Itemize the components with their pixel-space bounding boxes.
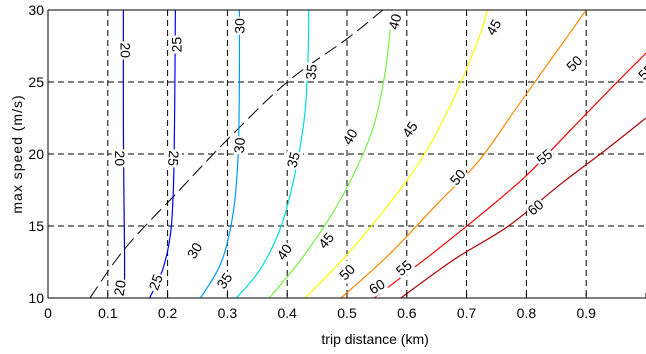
y-tick-label: 20 <box>28 146 44 162</box>
contour-label-bg <box>365 275 389 298</box>
y-tick-label: 10 <box>28 290 44 306</box>
contour-label-20: 20 <box>112 151 128 167</box>
contour-label-bg <box>532 144 557 169</box>
contour-label-25: 25 <box>169 37 185 53</box>
contour-label-bg <box>302 62 320 82</box>
x-tick-label: 0.4 <box>277 305 297 321</box>
contour-label-30: 30 <box>184 240 206 262</box>
contour-label-bg <box>183 238 206 263</box>
contour-label-bg <box>384 10 405 33</box>
x-tick-label: 0.3 <box>218 305 238 321</box>
contour-label-bg <box>482 15 505 40</box>
x-axis-label: trip distance (km) <box>321 331 428 347</box>
x-tick-label: 0.6 <box>397 305 417 321</box>
contour-label-30: 30 <box>231 137 248 154</box>
contour-label-bg <box>230 135 249 156</box>
contour-label-bg <box>338 124 362 149</box>
contour-line-25 <box>149 10 176 298</box>
contour-label-60: 60 <box>366 276 388 298</box>
contour-label-25: 25 <box>165 150 182 167</box>
contour-label-40: 40 <box>385 12 405 31</box>
x-tick-label: 0.7 <box>457 305 477 321</box>
contour-label-bg <box>164 148 183 168</box>
contour-line-40 <box>268 10 393 298</box>
contour-label-bg <box>523 195 548 220</box>
contour-label-bg <box>283 148 304 171</box>
contour-label-bg <box>391 255 416 280</box>
contour-line-30 <box>199 10 241 298</box>
y-tick-label: 15 <box>28 218 44 234</box>
contour-label-bg <box>212 268 237 293</box>
x-tick-label: 0.2 <box>158 305 178 321</box>
contour-label-20: 20 <box>118 43 134 59</box>
contour-label-30: 30 <box>231 18 247 34</box>
contour-label-bg <box>145 270 167 294</box>
contour-label-35: 35 <box>283 150 303 169</box>
contour-label-bg <box>633 59 646 84</box>
contour-line-50 <box>340 10 587 298</box>
contour-line-20 <box>122 10 126 298</box>
contour-label-bg <box>334 260 360 285</box>
x-tick-label: 0.1 <box>98 305 118 321</box>
x-tick-label: 0.9 <box>576 305 596 321</box>
contour-label-45: 45 <box>483 16 505 38</box>
x-tick-label: 0.5 <box>337 305 357 321</box>
boundary-curve <box>89 10 384 298</box>
contour-label-bg <box>445 165 470 190</box>
contour-label-40: 40 <box>339 126 361 148</box>
contour-label-55: 55 <box>635 61 646 83</box>
contour-label-bg <box>398 117 422 142</box>
y-tick-label: 30 <box>28 2 44 18</box>
contour-label-bg <box>110 277 130 299</box>
contour-label-35: 35 <box>302 63 319 80</box>
y-tick-label: 25 <box>28 74 44 90</box>
x-tick-label: 0.8 <box>517 305 537 321</box>
contour-label-bg <box>562 51 587 76</box>
contour-label-bg <box>272 239 296 264</box>
contour-line-55 <box>373 52 646 298</box>
contour-label-20: 20 <box>111 279 129 297</box>
y-axis-label: max speed (m/s) <box>9 94 25 213</box>
contour-label-bg <box>314 228 338 253</box>
contour-label-bg <box>231 16 248 35</box>
contour-label-bg <box>168 35 185 54</box>
contour-label-bg <box>111 149 128 168</box>
contour-line-45 <box>304 10 489 298</box>
contour-label-25: 25 <box>145 272 165 292</box>
contour-label-bg <box>117 41 134 60</box>
x-tick-label: 0 <box>44 305 52 321</box>
